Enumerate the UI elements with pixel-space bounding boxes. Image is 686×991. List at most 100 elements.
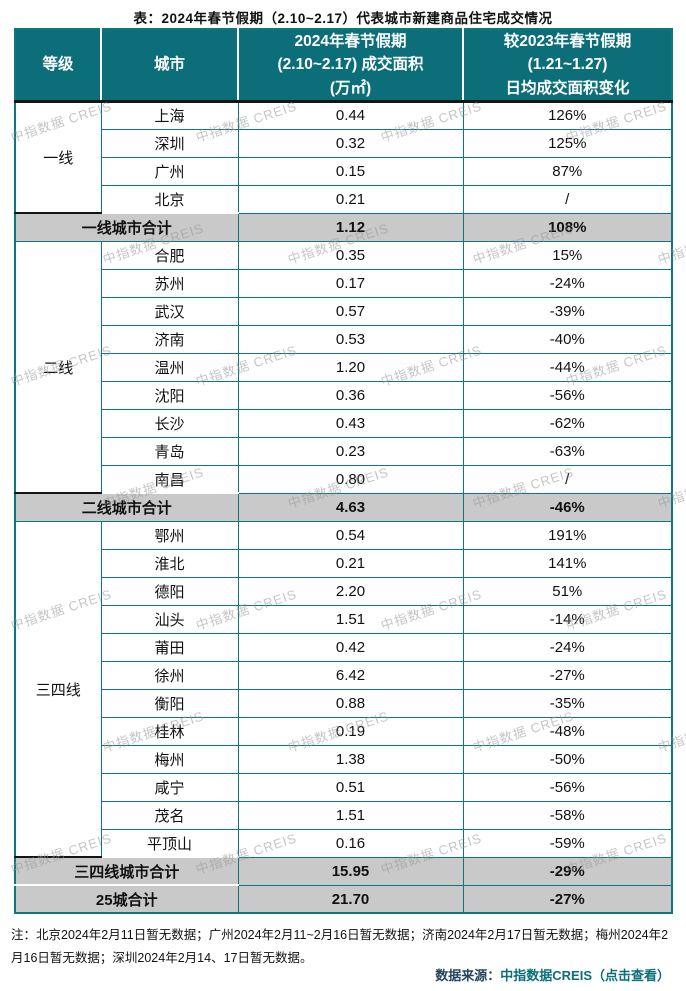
city-row: 平顶山 0.16 -59% [15, 828, 673, 858]
area-cell: 0.88 [237, 688, 464, 718]
tier-summary-row: 一线城市合计 1.12 108% [14, 212, 673, 242]
change-cell: -50% [462, 744, 673, 774]
data-table: 等级 城市 2024年春节假期 (2.10~2.17) 成交面积 (万㎡) 较2… [14, 27, 673, 915]
area-cell: 0.44 [237, 100, 464, 130]
city-row: 桂林 0.19 -48% [15, 716, 673, 746]
summary-label-cell: 三四线城市合计 [14, 856, 239, 886]
table-body: 一线 上海 0.44 126% 深圳 0.32 125% 广州 0.15 87% 北京 0.21/一线… [14, 100, 673, 914]
city-cell: 淮北 [100, 548, 239, 578]
city-row: 三四线 鄂州 0.54 191% [14, 520, 673, 859]
city-row: 北京 0.21/ [15, 184, 673, 214]
city-cell: 上海 [100, 100, 239, 130]
area-cell: 6.42 [237, 660, 464, 690]
area-cell: 1.51 [237, 800, 464, 830]
summary-change-cell: 108% [462, 212, 673, 242]
area-cell: 0.42 [237, 632, 464, 662]
area-cell: 0.43 [237, 408, 464, 438]
change-cell: -63% [462, 436, 673, 466]
change-cell: -48% [462, 716, 673, 746]
source-label: 数据来源： [435, 968, 501, 983]
area-cell: 0.23 [237, 436, 464, 466]
col-header-tier: 等级 [14, 27, 102, 103]
city-cell: 徐州 [100, 660, 239, 690]
change-cell: / [462, 464, 673, 494]
city-row: 青岛 0.23 -63% [15, 436, 673, 466]
summary-label-cell: 25城合计 [14, 884, 239, 914]
summary-change-cell: -29% [462, 856, 673, 886]
summary-label-cell: 二线城市合计 [14, 492, 239, 522]
city-row: 一线 上海 0.44 126% [14, 100, 673, 215]
tier-cell: 二线 [14, 240, 102, 495]
area-cell: 0.19 [237, 716, 464, 746]
area-cell: 1.38 [237, 744, 464, 774]
area-cell: 1.20 [237, 352, 464, 382]
area-cell: 0.32 [237, 128, 464, 158]
city-row: 深圳 0.32 125% [15, 128, 673, 158]
city-row: 茂名 1.51 -58% [15, 800, 673, 830]
city-row: 梅州 1.38 -50% [15, 744, 673, 774]
summary-area-cell: 15.95 [237, 856, 464, 886]
change-cell: 87% [462, 156, 673, 186]
notes-text: 注：北京2024年2月11日暂无数据；广州2024年2月11~2月16日暂无数据… [11, 928, 669, 966]
change-cell: -27% [462, 660, 673, 690]
total-row: 25城合计 21.70 -27% [14, 884, 673, 914]
source-link[interactable]: 中指数据CREIS（点击查看） [500, 968, 670, 983]
tier-cell: 三四线 [14, 520, 102, 859]
city-row: 沈阳 0.36 -56% [15, 380, 673, 410]
summary-area-cell: 1.12 [237, 212, 464, 242]
area-cell: 0.57 [237, 296, 464, 326]
city-row: 二线 合肥 0.35 15% [14, 240, 673, 495]
city-cell: 武汉 [100, 296, 239, 326]
summary-change-cell: -27% [462, 884, 673, 914]
city-cell: 茂名 [100, 800, 239, 830]
city-row: 衡阳 0.88 -35% [15, 688, 673, 718]
city-cell: 苏州 [100, 268, 239, 298]
area-cell: 2.20 [237, 576, 464, 606]
tier-summary-row: 三四线城市合计 15.95 -29% [14, 856, 673, 886]
change-cell: / [462, 184, 673, 214]
area-cell: 0.53 [237, 324, 464, 354]
city-cell: 衡阳 [100, 688, 239, 718]
change-cell: -56% [462, 772, 673, 802]
city-row: 德阳 2.20 51% [15, 576, 673, 606]
change-cell: -44% [462, 352, 673, 382]
summary-label-cell: 一线城市合计 [14, 212, 239, 242]
change-cell: -39% [462, 296, 673, 326]
city-cell: 莆田 [100, 632, 239, 662]
area-cell: 0.35 [237, 240, 464, 270]
tier-summary-row: 二线城市合计 4.63 -46% [14, 492, 673, 522]
city-row: 济南 0.53 -40% [15, 324, 673, 354]
area-cell: 0.80 [237, 464, 464, 494]
change-cell: 191% [462, 520, 673, 550]
col-header-area: 2024年春节假期 (2.10~2.17) 成交面积 (万㎡) [237, 27, 464, 103]
tier-cell: 一线 [14, 100, 102, 215]
city-cell: 汕头 [100, 604, 239, 634]
city-cell: 青岛 [100, 436, 239, 466]
area-cell: 0.21 [237, 184, 464, 214]
change-cell: 125% [462, 128, 673, 158]
city-row: 温州 1.20 -44% [15, 352, 673, 382]
city-cell: 长沙 [100, 408, 239, 438]
city-row: 汕头 1.51 -14% [15, 604, 673, 634]
city-cell: 济南 [100, 324, 239, 354]
source-line: 数据来源：中指数据CREIS（点击查看） [435, 965, 670, 984]
city-cell: 南昌 [100, 464, 239, 494]
change-cell: 51% [462, 576, 673, 606]
header-row: 等级 城市 2024年春节假期 (2.10~2.17) 成交面积 (万㎡) 较2… [14, 27, 673, 103]
city-cell: 温州 [100, 352, 239, 382]
city-row: 淮北 0.21 141% [15, 548, 673, 578]
area-cell: 0.16 [237, 828, 464, 858]
area-cell: 0.51 [237, 772, 464, 802]
area-cell: 0.36 [237, 380, 464, 410]
area-cell: 1.51 [237, 604, 464, 634]
city-cell: 平顶山 [100, 828, 239, 858]
change-cell: -24% [462, 632, 673, 662]
change-cell: -59% [462, 828, 673, 858]
change-cell: 15% [462, 240, 673, 270]
city-row: 徐州 6.42 -27% [15, 660, 673, 690]
change-cell: -24% [462, 268, 673, 298]
summary-area-cell: 4.63 [237, 492, 464, 522]
city-row: 长沙 0.43 -62% [15, 408, 673, 438]
city-row: 武汉 0.57 -39% [15, 296, 673, 326]
